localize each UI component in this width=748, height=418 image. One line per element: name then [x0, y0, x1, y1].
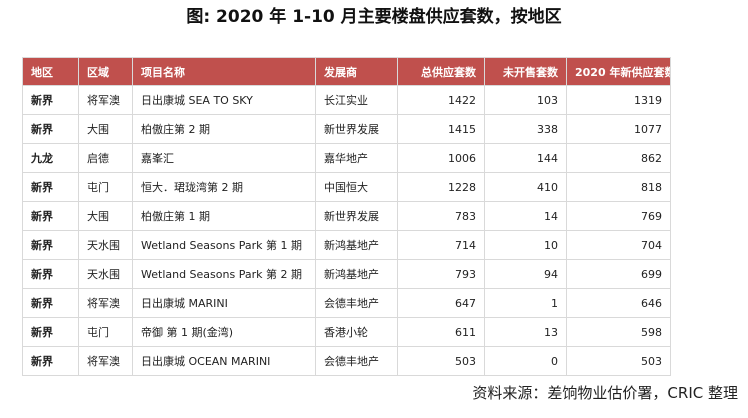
cell-district: 将军澳	[78, 288, 133, 318]
cell-new-supply-2020: 818	[566, 172, 671, 202]
cell-unsold: 338	[484, 114, 567, 144]
supply-table: 地区 区域 项目名称 发展商 总供应套数 未开售套数 2020 年新供应套数 新…	[22, 57, 671, 376]
cell-total-supply: 783	[397, 201, 485, 231]
cell-region: 新界	[22, 230, 79, 260]
cell-project-name: 帝御 第 1 期(金湾)	[132, 317, 316, 347]
cell-developer: 新世界发展	[315, 114, 398, 144]
cell-region: 新界	[22, 346, 79, 376]
cell-total-supply: 793	[397, 259, 485, 289]
cell-total-supply: 1228	[397, 172, 485, 202]
cell-district: 启德	[78, 143, 133, 173]
cell-region: 新界	[22, 259, 79, 289]
cell-unsold: 10	[484, 230, 567, 260]
cell-unsold: 1	[484, 288, 567, 318]
cell-unsold: 94	[484, 259, 567, 289]
cell-total-supply: 1006	[397, 143, 485, 173]
cell-total-supply: 647	[397, 288, 485, 318]
cell-developer: 中国恒大	[315, 172, 398, 202]
cell-project-name: 日出康城 OCEAN MARINI	[132, 346, 316, 376]
table-row: 新界 将军澳 日出康城 MARINI 会德丰地产 647 1 646	[22, 288, 671, 318]
header-row: 地区 区域 项目名称 发展商 总供应套数 未开售套数 2020 年新供应套数	[22, 57, 671, 86]
cell-region: 新界	[22, 317, 79, 347]
cell-project-name: 日出康城 SEA TO SKY	[132, 85, 316, 115]
table-row: 新界 天水围 Wetland Seasons Park 第 2 期 新鸿基地产 …	[22, 259, 671, 289]
cell-total-supply: 1422	[397, 85, 485, 115]
cell-developer: 新鸿基地产	[315, 230, 398, 260]
cell-developer: 新鸿基地产	[315, 259, 398, 289]
cell-project-name: 恒大．珺珑湾第 2 期	[132, 172, 316, 202]
cell-new-supply-2020: 503	[566, 346, 671, 376]
cell-unsold: 14	[484, 201, 567, 231]
cell-region: 九龙	[22, 143, 79, 173]
header-new-supply-2020: 2020 年新供应套数	[566, 57, 671, 86]
table-row: 九龙 启德 嘉峯汇 嘉华地产 1006 144 862	[22, 143, 671, 173]
cell-new-supply-2020: 1319	[566, 85, 671, 115]
header-developer: 发展商	[315, 57, 398, 86]
source-note: 资料来源：差饷物业估价署，CRIC 整理	[472, 384, 738, 402]
cell-new-supply-2020: 769	[566, 201, 671, 231]
cell-region: 新界	[22, 172, 79, 202]
cell-district: 天水围	[78, 230, 133, 260]
cell-district: 将军澳	[78, 346, 133, 376]
table-row: 新界 将军澳 日出康城 SEA TO SKY 长江实业 1422 103 131…	[22, 85, 671, 115]
cell-project-name: 嘉峯汇	[132, 143, 316, 173]
header-total-supply: 总供应套数	[397, 57, 485, 86]
table-row: 新界 屯门 帝御 第 1 期(金湾) 香港小轮 611 13 598	[22, 317, 671, 347]
header-unsold: 未开售套数	[484, 57, 567, 86]
cell-developer: 新世界发展	[315, 201, 398, 231]
cell-region: 新界	[22, 114, 79, 144]
cell-district: 屯门	[78, 317, 133, 347]
cell-unsold: 13	[484, 317, 567, 347]
cell-developer: 嘉华地产	[315, 143, 398, 173]
cell-developer: 香港小轮	[315, 317, 398, 347]
cell-total-supply: 503	[397, 346, 485, 376]
cell-district: 大围	[78, 114, 133, 144]
cell-new-supply-2020: 704	[566, 230, 671, 260]
cell-unsold: 0	[484, 346, 567, 376]
cell-new-supply-2020: 862	[566, 143, 671, 173]
cell-region: 新界	[22, 85, 79, 115]
cell-new-supply-2020: 646	[566, 288, 671, 318]
cell-district: 将军澳	[78, 85, 133, 115]
table-row: 新界 大围 柏傲庄第 1 期 新世界发展 783 14 769	[22, 201, 671, 231]
cell-project-name: 日出康城 MARINI	[132, 288, 316, 318]
cell-region: 新界	[22, 201, 79, 231]
table-row: 新界 天水围 Wetland Seasons Park 第 1 期 新鸿基地产 …	[22, 230, 671, 260]
cell-new-supply-2020: 699	[566, 259, 671, 289]
cell-new-supply-2020: 1077	[566, 114, 671, 144]
cell-project-name: 柏傲庄第 2 期	[132, 114, 316, 144]
cell-unsold: 103	[484, 85, 567, 115]
cell-project-name: Wetland Seasons Park 第 1 期	[132, 230, 316, 260]
cell-district: 屯门	[78, 172, 133, 202]
cell-total-supply: 714	[397, 230, 485, 260]
cell-total-supply: 611	[397, 317, 485, 347]
header-district: 区域	[78, 57, 133, 86]
cell-project-name: Wetland Seasons Park 第 2 期	[132, 259, 316, 289]
cell-developer: 会德丰地产	[315, 346, 398, 376]
cell-total-supply: 1415	[397, 114, 485, 144]
cell-district: 天水围	[78, 259, 133, 289]
cell-developer: 长江实业	[315, 85, 398, 115]
cell-unsold: 144	[484, 143, 567, 173]
table-row: 新界 大围 柏傲庄第 2 期 新世界发展 1415 338 1077	[22, 114, 671, 144]
header-project-name: 项目名称	[132, 57, 316, 86]
cell-new-supply-2020: 598	[566, 317, 671, 347]
header-region: 地区	[22, 57, 79, 86]
cell-region: 新界	[22, 288, 79, 318]
table-row: 新界 将军澳 日出康城 OCEAN MARINI 会德丰地产 503 0 503	[22, 346, 671, 376]
table-body: 新界 将军澳 日出康城 SEA TO SKY 长江实业 1422 103 131…	[22, 85, 671, 376]
table-header: 地区 区域 项目名称 发展商 总供应套数 未开售套数 2020 年新供应套数	[22, 57, 671, 86]
cell-district: 大围	[78, 201, 133, 231]
cell-unsold: 410	[484, 172, 567, 202]
table-row: 新界 屯门 恒大．珺珑湾第 2 期 中国恒大 1228 410 818	[22, 172, 671, 202]
cell-developer: 会德丰地产	[315, 288, 398, 318]
cell-project-name: 柏傲庄第 1 期	[132, 201, 316, 231]
page-title: 图: 2020 年 1-10 月主要楼盘供应套数，按地区	[186, 7, 562, 27]
